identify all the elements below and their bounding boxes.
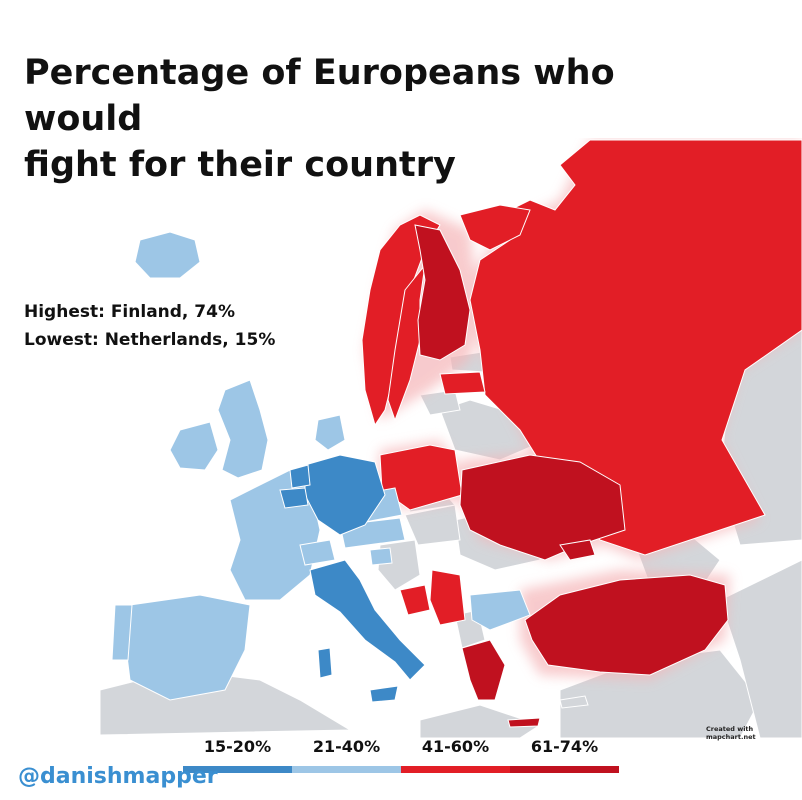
- country-sicily: [369, 685, 399, 703]
- land-central-asia: [719, 559, 802, 738]
- country-greece: [461, 639, 506, 701]
- author-handle[interactable]: @danishmapper: [18, 764, 218, 789]
- band-41-60: [361, 139, 802, 626]
- legend-label-1: 15-20%: [203, 737, 272, 756]
- country-sweden: [387, 263, 426, 422]
- land-cyprus: [559, 695, 589, 709]
- country-finland: [414, 224, 471, 361]
- country-switzerland: [299, 539, 336, 566]
- band-61-74: [414, 224, 729, 728]
- legend-swatch-2: [292, 766, 401, 773]
- map-title: Percentage of Europeans who would fight …: [24, 50, 724, 188]
- legend-swatch-3: [401, 766, 510, 773]
- country-kola: [459, 204, 531, 251]
- country-belgium: [279, 487, 309, 509]
- country-slovenia: [369, 547, 393, 566]
- country-iceland: [134, 231, 201, 279]
- country-netherlands: [289, 464, 311, 489]
- stat-lowest: Lowest: Netherlands, 15%: [24, 330, 276, 350]
- country-bosnia: [399, 584, 431, 616]
- europe-map: [100, 139, 802, 738]
- country-germany: [304, 454, 386, 536]
- legend-item-4: 61-74%: [510, 737, 619, 773]
- legend-item-2: 21-40%: [292, 737, 401, 773]
- title-line-1: Percentage of Europeans who would: [24, 53, 615, 139]
- country-denmark: [314, 414, 346, 451]
- legend-item-1: 15-20%: [183, 737, 292, 773]
- country-italy: [309, 559, 426, 681]
- country-uk: [217, 379, 269, 479]
- map-legend: 15-20% 21-40% 41-60% 61-74%: [183, 737, 619, 773]
- country-crimea: [559, 539, 596, 561]
- band-15-20: [279, 454, 426, 703]
- country-crete: [507, 717, 541, 728]
- title-line-2: fight for their country: [24, 145, 456, 185]
- land-africa-east: [419, 704, 542, 738]
- country-sardinia: [317, 647, 333, 679]
- country-latvia: [439, 371, 486, 395]
- country-russia: [469, 139, 802, 556]
- country-bulgaria: [469, 589, 531, 631]
- country-ireland: [169, 421, 219, 471]
- legend-label-3: 41-60%: [421, 737, 490, 756]
- stats-box: Highest: Finland, 74% Lowest: Netherland…: [24, 298, 275, 354]
- land-croatia: [377, 539, 421, 591]
- country-portugal: [111, 604, 133, 661]
- legend-item-3: 41-60%: [401, 737, 510, 773]
- legend-swatch-4: [510, 766, 619, 773]
- legend-label-2: 21-40%: [312, 737, 381, 756]
- legend-swatch-1: [183, 766, 292, 773]
- credit-text: Created with mapchart.net: [706, 725, 756, 741]
- land-lithuania: [419, 389, 461, 416]
- stat-highest: Highest: Finland, 74%: [24, 302, 235, 322]
- land-hungary: [404, 504, 461, 546]
- country-serbia: [429, 569, 466, 626]
- country-turkey: [524, 574, 729, 676]
- legend-label-4: 61-74%: [530, 737, 599, 756]
